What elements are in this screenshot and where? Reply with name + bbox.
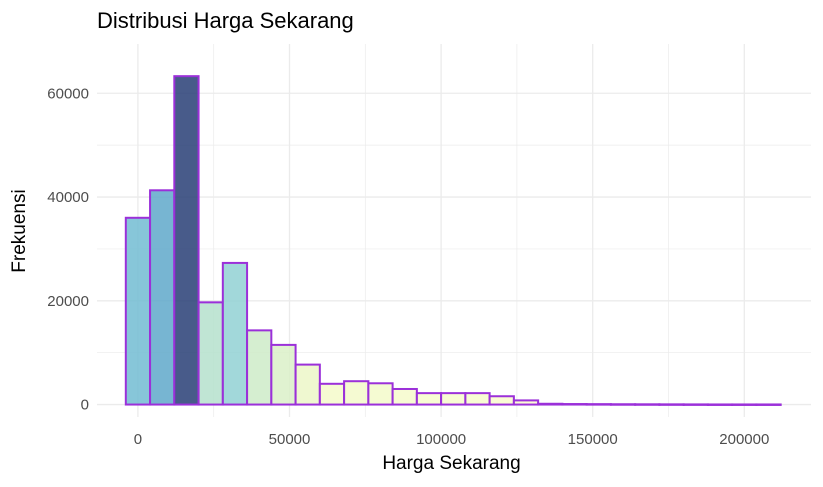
histogram-bar bbox=[634, 403, 661, 406]
y-tick-label: 60000 bbox=[47, 85, 89, 102]
histogram-bar bbox=[149, 189, 176, 406]
histogram-bar bbox=[537, 402, 564, 406]
histogram-bar bbox=[706, 403, 734, 406]
histogram-bar bbox=[197, 301, 224, 406]
histogram-bar bbox=[367, 382, 394, 406]
histogram-bar bbox=[415, 392, 443, 406]
histogram-bar bbox=[294, 363, 321, 406]
histogram-bar bbox=[318, 382, 346, 406]
histogram-bar bbox=[731, 403, 758, 406]
histogram-bar bbox=[246, 329, 273, 406]
histogram-bar bbox=[124, 216, 152, 406]
histogram-bar bbox=[270, 343, 297, 406]
histogram-bar bbox=[391, 387, 418, 406]
x-tick-label: 0 bbox=[134, 431, 142, 448]
y-tick-label: 0 bbox=[81, 397, 89, 414]
histogram-bar bbox=[682, 403, 709, 406]
histogram-bar bbox=[464, 392, 491, 406]
histogram-bar bbox=[658, 403, 685, 406]
x-axis-label: Harga Sekarang bbox=[382, 453, 521, 474]
x-tick-label: 100000 bbox=[416, 431, 466, 448]
histogram-bar bbox=[609, 403, 637, 406]
histogram-bar bbox=[221, 261, 249, 406]
histogram-bar bbox=[512, 399, 540, 406]
x-tick-label: 200000 bbox=[719, 431, 769, 448]
histogram-bar bbox=[440, 392, 467, 406]
y-tick-label: 40000 bbox=[47, 189, 89, 206]
y-tick-label: 20000 bbox=[47, 293, 89, 310]
histogram-bar bbox=[343, 380, 370, 406]
x-tick-label: 50000 bbox=[269, 431, 311, 448]
histogram-bar bbox=[561, 403, 588, 406]
histogram-bar bbox=[488, 395, 515, 406]
histogram-bar bbox=[755, 403, 782, 406]
histogram-bar bbox=[173, 75, 200, 406]
y-axis-label: Frekuensi bbox=[9, 189, 30, 273]
chart-title: Distribusi Harga Sekarang bbox=[97, 8, 354, 33]
x-tick-label: 150000 bbox=[568, 431, 618, 448]
histogram-bar bbox=[585, 403, 612, 406]
